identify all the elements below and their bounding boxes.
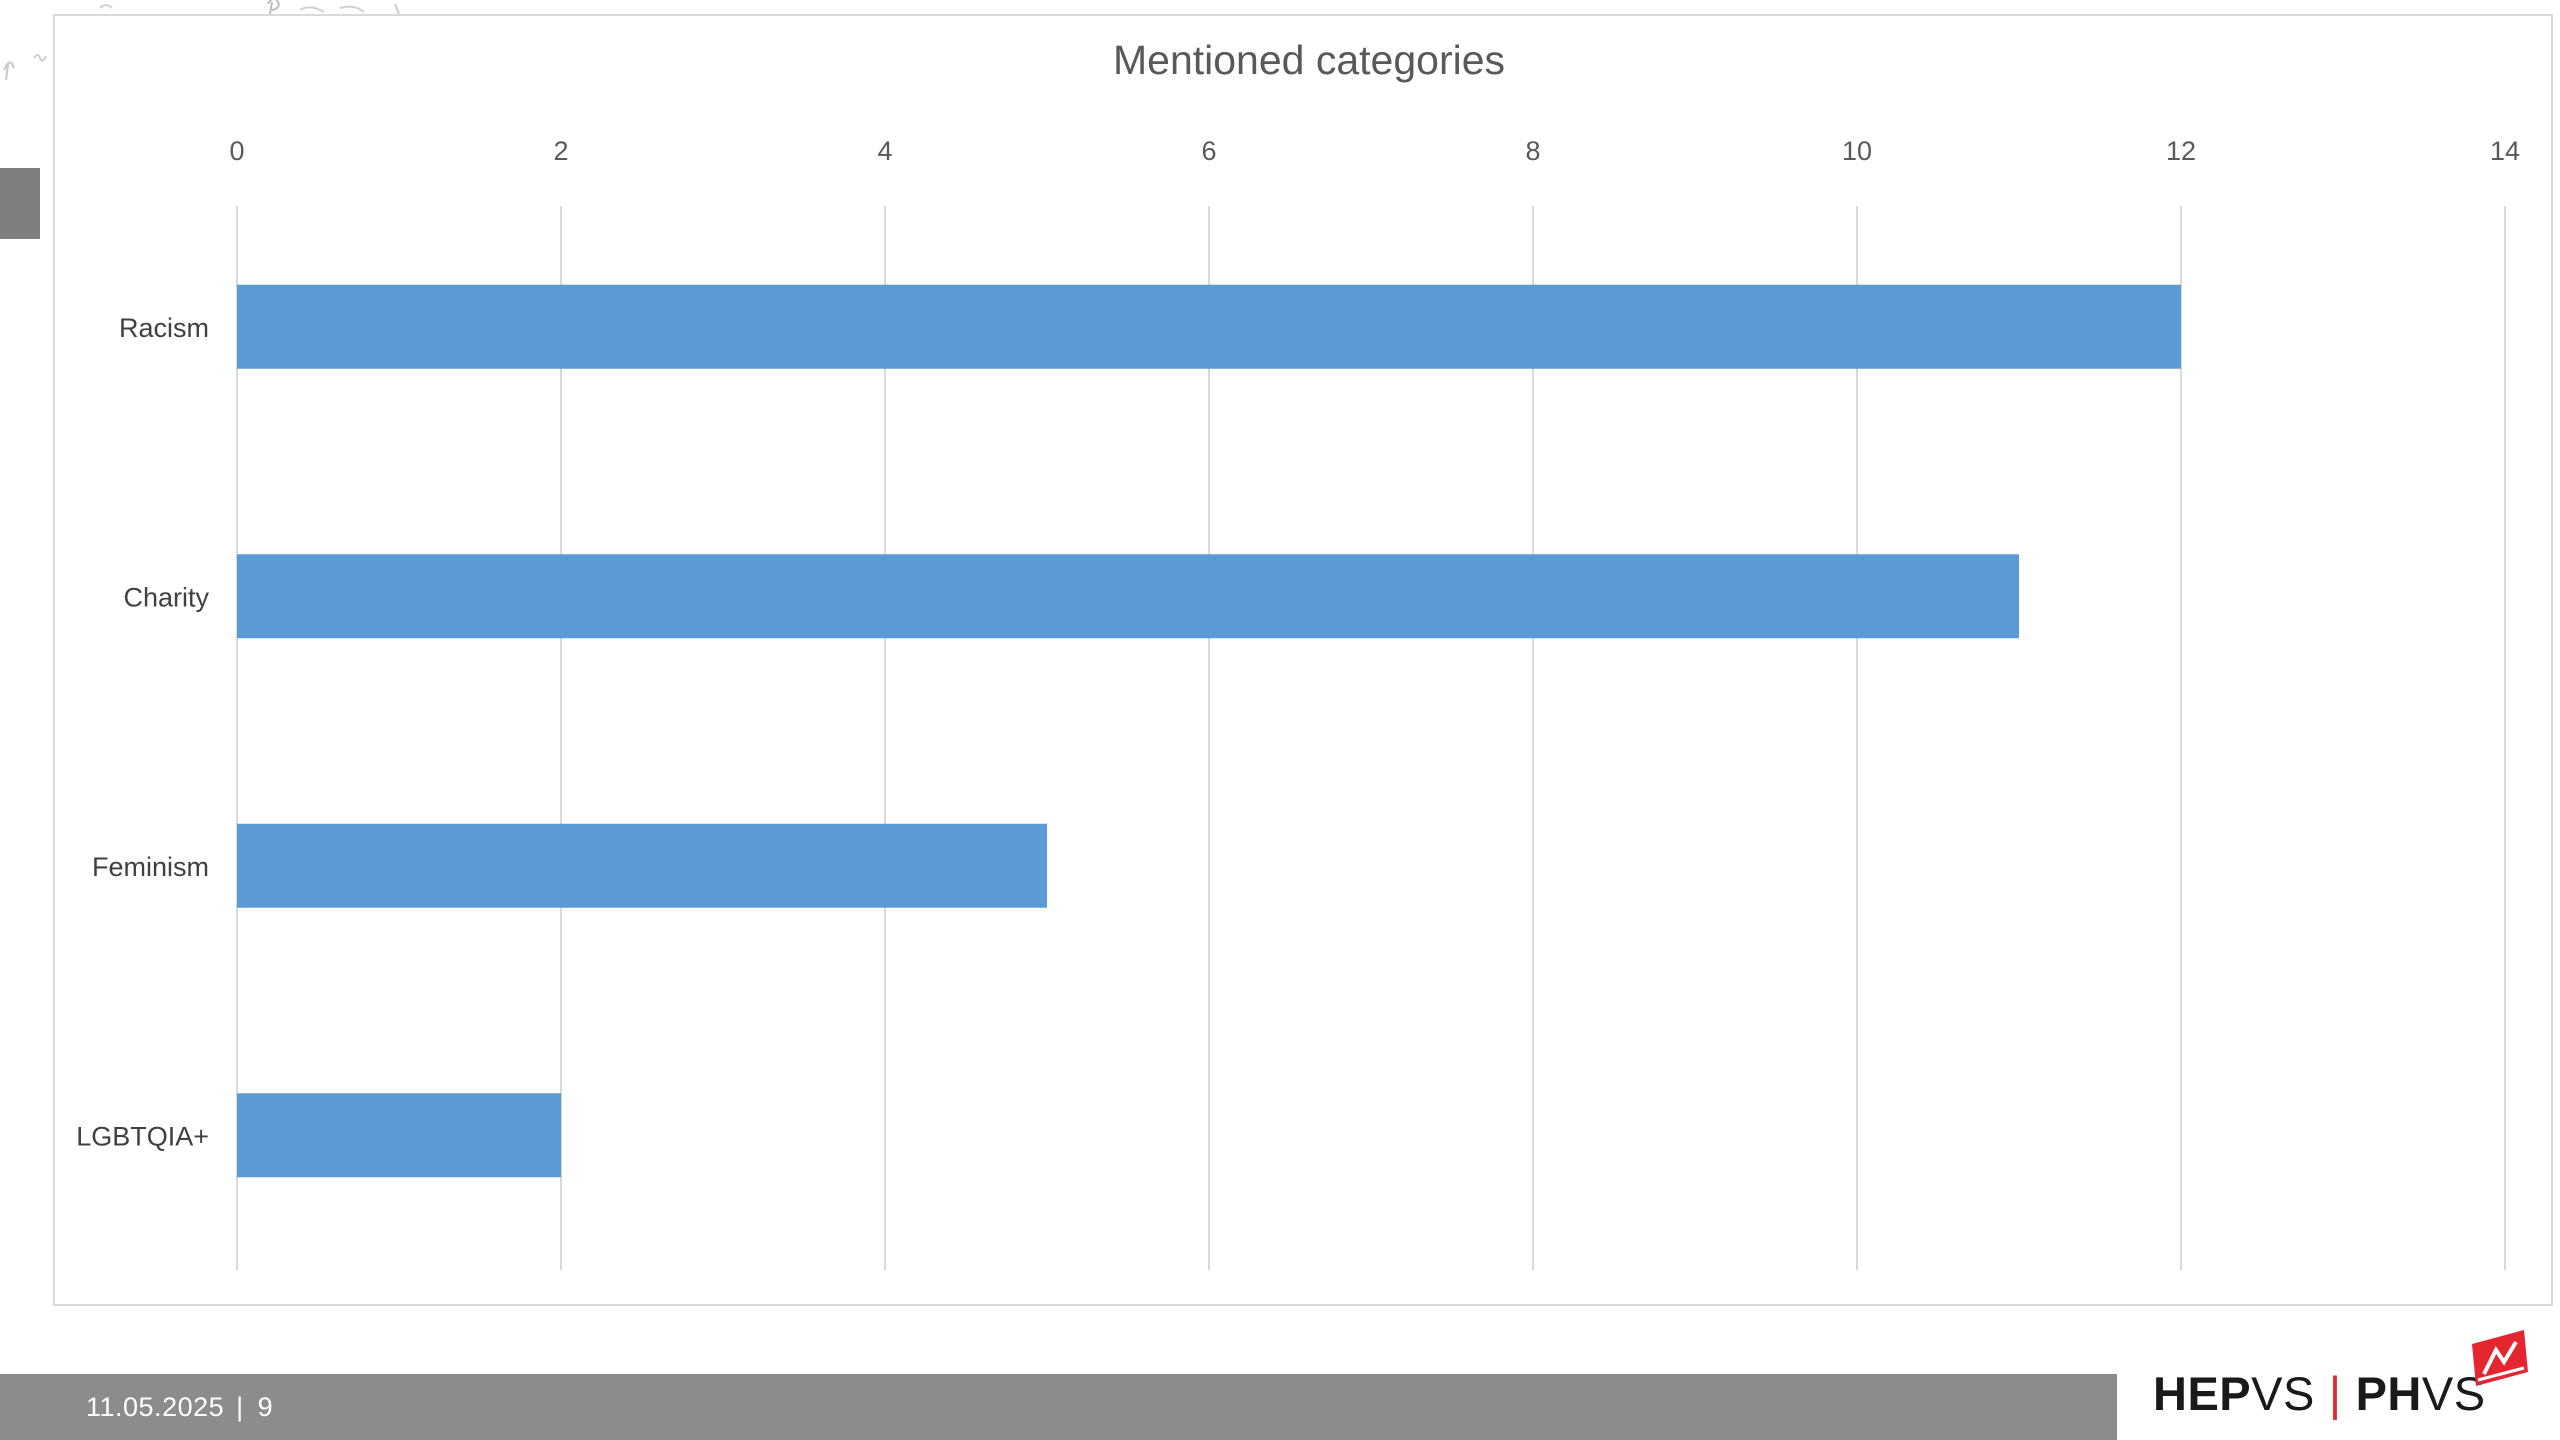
x-tick-label: 8: [1525, 136, 1540, 166]
bar-racism: [237, 284, 2181, 369]
x-tick-label: 14: [2490, 136, 2520, 166]
x-tick-label: 0: [229, 136, 244, 166]
footer-info: 11.05.2025 | 9: [86, 1374, 273, 1440]
category-label: Charity: [123, 582, 209, 612]
logo-vs-1: VS: [2251, 1367, 2315, 1420]
bar-charity: [237, 554, 2019, 639]
handwriting-scribble: [3, 0, 400, 81]
logo-book-icon: [2472, 1330, 2528, 1386]
x-tick-label: 10: [1842, 136, 1872, 166]
x-tick-label: 6: [1201, 136, 1216, 166]
hepvs-phvs-logo: HEPVS | PHVS: [2150, 1325, 2550, 1435]
logo-divider: |: [2328, 1367, 2342, 1420]
footer-separator: |: [236, 1392, 244, 1422]
footer-bar: [0, 1374, 2117, 1440]
footer-date: 11.05.2025: [86, 1392, 225, 1422]
x-tick-label: 12: [2166, 136, 2196, 166]
footer-page-number: 9: [257, 1392, 274, 1422]
bar-feminism: [237, 823, 1047, 908]
category-label: LGBTQIA+: [76, 1121, 209, 1151]
bar-chart: Mentioned categories 0 2 4 6 8 10 12 14 Racism C…: [76, 37, 2520, 1270]
x-tick-label: 4: [877, 136, 892, 166]
category-label: Racism: [119, 313, 209, 343]
x-tick-label: 2: [553, 136, 568, 166]
bar-lgbtqia: [237, 1093, 561, 1178]
logo-wordmark: HEPVS | PHVS: [2153, 1366, 2486, 1421]
side-tab-marker: [0, 168, 40, 239]
chart-title: Mentioned categories: [1113, 37, 1505, 83]
logo-vs-2: VS: [2421, 1367, 2486, 1420]
logo-ph: PH: [2355, 1367, 2422, 1420]
category-label: Feminism: [92, 852, 209, 882]
logo-hep: HEP: [2153, 1367, 2252, 1420]
chart-frame: Mentioned categories 0 2 4 6 8 10 12 14 Racism C…: [53, 14, 2553, 1306]
